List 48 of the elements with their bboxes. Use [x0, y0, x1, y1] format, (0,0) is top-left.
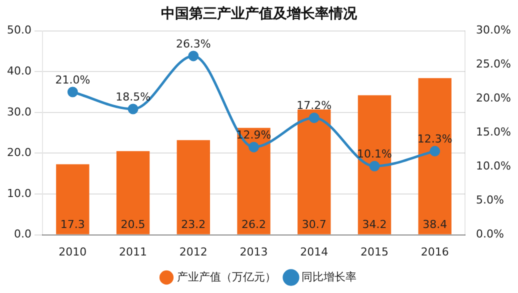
bar	[298, 110, 331, 234]
legend-label: 产业产值（万亿元）	[177, 270, 276, 284]
bar	[56, 164, 90, 234]
data-label: 17.3	[60, 218, 85, 232]
point	[369, 160, 380, 172]
bar	[116, 151, 150, 234]
data-label: 23.2	[181, 218, 206, 232]
y2-tick-label: 10.0%	[476, 160, 512, 173]
bar	[358, 95, 392, 234]
point	[430, 146, 440, 156]
data-label: 18.5%	[116, 90, 151, 104]
point	[67, 86, 78, 98]
point	[188, 50, 199, 62]
data-label: 17.2%	[296, 99, 332, 112]
y2-tick-label: 25.0%	[476, 58, 512, 71]
x-tick-label: 2010	[58, 245, 87, 258]
x-tick-label: 2016	[420, 245, 449, 258]
data-label: 30.7	[302, 218, 326, 232]
y2-tick-label: 15.0%	[476, 126, 512, 139]
legend-label: 同比增长率	[302, 270, 356, 284]
data-label: 21.0%	[55, 73, 90, 86]
x-tick-label: 2011	[119, 245, 148, 258]
y2-tick-label: 0.0%	[476, 228, 504, 241]
bar	[418, 78, 452, 234]
y-tick-label: 10.0	[6, 186, 32, 200]
point	[128, 104, 138, 114]
point	[308, 112, 320, 124]
y2-tick-label: 30.0%	[476, 24, 512, 37]
x-tick-label: 2013	[240, 245, 268, 258]
data-label: 34.2	[362, 218, 387, 232]
data-label: 20.5	[120, 218, 146, 232]
bar	[176, 140, 210, 234]
x-tick-label: 2015	[360, 245, 389, 258]
x-tick-label: 2012	[179, 245, 208, 258]
x-tick-label: 2014	[300, 245, 328, 258]
bar	[237, 128, 270, 234]
data-label: 26.3%	[176, 37, 211, 50]
point	[248, 142, 260, 152]
y-tick-label: 50.0	[6, 24, 32, 37]
y-tick-label: 0.0	[14, 228, 32, 241]
y-tick-label: 30.0	[6, 105, 32, 118]
y-tick-label: 40.0	[6, 64, 32, 78]
y-tick-label: 20.0	[6, 146, 32, 160]
y2-tick-label: 20.0%	[476, 92, 512, 105]
data-label: 38.4	[422, 218, 448, 232]
chart-title: 中国第三产业产值及增长率情况	[161, 5, 358, 22]
y2-tick-label: 5.0%	[476, 194, 504, 207]
data-label: 26.2	[242, 218, 266, 232]
